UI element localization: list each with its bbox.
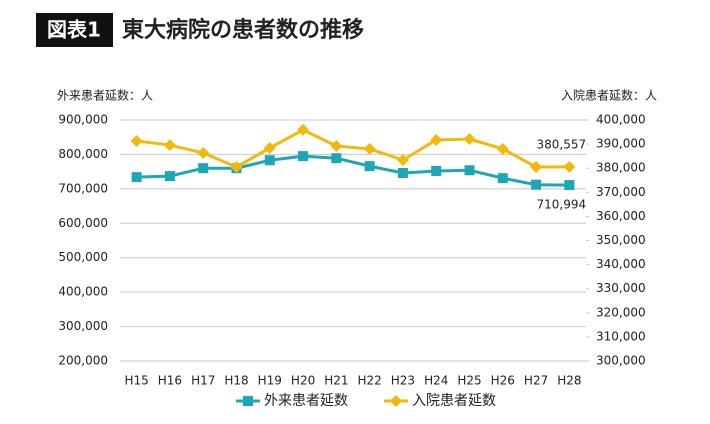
point xyxy=(363,142,376,155)
x-tick-label: H22 xyxy=(357,374,381,388)
y-tick-label: 600,000 xyxy=(58,216,108,230)
y-tick-label: 500,000 xyxy=(58,250,108,264)
y2-axis-label: 入院患者延数：人 xyxy=(561,88,657,103)
x-tick-label: H26 xyxy=(491,374,515,388)
y-tick-label: 300,000 xyxy=(58,319,108,333)
y2-tick-label: 380,000 xyxy=(596,161,646,175)
legend-label: 入院患者延数 xyxy=(412,393,496,409)
x-tick-label: H24 xyxy=(424,374,448,388)
point xyxy=(496,142,509,155)
x-tick-label: H21 xyxy=(324,374,348,388)
legend-marker xyxy=(243,396,253,406)
x-tick-label: H18 xyxy=(224,374,248,388)
y2-tick-label: 370,000 xyxy=(596,185,646,199)
point xyxy=(497,173,508,184)
y2-tick-label: 390,000 xyxy=(596,137,646,151)
x-tick-label: H25 xyxy=(457,374,481,388)
point xyxy=(130,134,143,147)
x-tick-label: H16 xyxy=(158,374,182,388)
series-line xyxy=(136,154,570,187)
point xyxy=(264,155,275,166)
point xyxy=(297,123,310,136)
x-tick-label: H19 xyxy=(258,374,282,388)
y2-tick-label: 360,000 xyxy=(596,209,646,223)
x-tick-label: H20 xyxy=(291,374,315,388)
point xyxy=(431,165,442,176)
y2-tick-label: 320,000 xyxy=(596,305,646,319)
point xyxy=(530,160,543,173)
y2-tick-label: 400,000 xyxy=(596,113,646,127)
legend-label: 外来患者延数 xyxy=(264,393,348,409)
point xyxy=(198,163,209,174)
series-line xyxy=(136,128,570,169)
y-tick-label: 400,000 xyxy=(58,285,108,299)
y2-tick-label: 350,000 xyxy=(596,233,646,247)
x-tick-label: H15 xyxy=(124,374,148,388)
data-label: 380,557 xyxy=(537,137,587,151)
y2-tick-label: 310,000 xyxy=(596,329,646,343)
x-tick-label: H23 xyxy=(391,374,415,388)
x-tick-label: H17 xyxy=(191,374,215,388)
point xyxy=(464,165,475,176)
point xyxy=(364,161,375,172)
point xyxy=(463,133,476,146)
legend-marker xyxy=(390,395,402,407)
y2-tick-label: 300,000 xyxy=(596,354,646,368)
badge: 図表1 xyxy=(47,18,101,42)
point xyxy=(331,153,342,164)
point xyxy=(298,151,309,162)
point xyxy=(397,168,408,179)
point xyxy=(330,140,343,153)
point xyxy=(230,160,243,173)
point xyxy=(263,141,276,154)
y2-tick-label: 330,000 xyxy=(596,281,646,295)
point xyxy=(563,160,576,173)
data-label: 710,994 xyxy=(537,198,587,212)
y-tick-label: 900,000 xyxy=(58,113,108,127)
point xyxy=(163,139,176,152)
point xyxy=(430,134,443,147)
x-tick-label: H28 xyxy=(557,374,581,388)
point xyxy=(564,180,575,191)
chart-title: 東大病院の患者数の推移 xyxy=(122,17,364,43)
y-tick-label: 800,000 xyxy=(58,147,108,161)
badge-box xyxy=(36,13,113,47)
point xyxy=(164,171,175,182)
y-axis-label: 外来患者延数：人 xyxy=(57,88,153,103)
y-tick-label: 700,000 xyxy=(58,181,108,195)
point xyxy=(197,147,210,160)
y-tick-label: 200,000 xyxy=(58,354,108,368)
point xyxy=(131,172,142,183)
point xyxy=(531,179,542,190)
y2-tick-label: 340,000 xyxy=(596,257,646,271)
x-tick-label: H27 xyxy=(524,374,548,388)
point xyxy=(396,154,409,167)
